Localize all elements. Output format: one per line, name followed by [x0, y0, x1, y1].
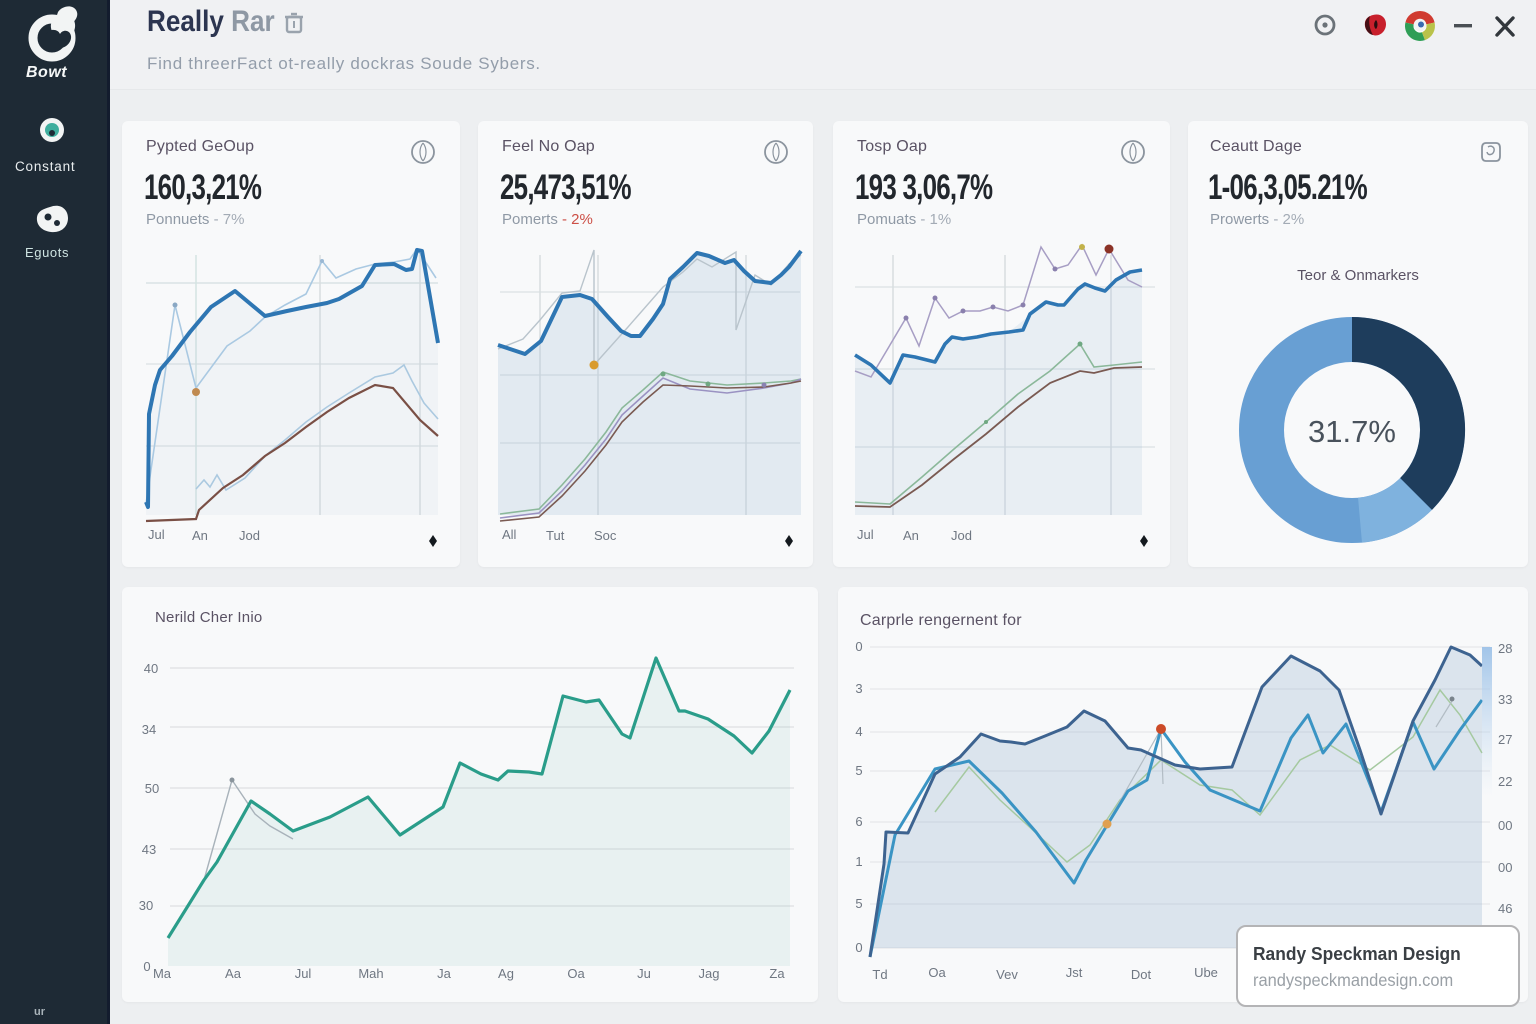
svg-text:3: 3	[855, 681, 862, 696]
svg-text:All: All	[502, 527, 517, 542]
svg-text:Ja: Ja	[437, 966, 452, 981]
svg-text:22: 22	[1498, 774, 1512, 789]
svg-text:Ju: Ju	[637, 966, 651, 981]
svg-text:Bowt: Bowt	[26, 64, 67, 81]
svg-text:6: 6	[855, 814, 862, 829]
svg-text:1: 1	[855, 854, 862, 869]
svg-text:An: An	[903, 528, 919, 543]
svg-text:Jul: Jul	[857, 527, 874, 542]
svg-text:50: 50	[145, 781, 159, 796]
svg-text:Dot: Dot	[1131, 967, 1152, 982]
svg-text:5: 5	[855, 896, 862, 911]
svg-text:Za: Za	[769, 966, 785, 981]
svg-text:0: 0	[855, 940, 862, 955]
svg-text:00: 00	[1498, 860, 1512, 875]
svg-text:Constant: Constant	[15, 159, 75, 174]
svg-text:Aa: Aa	[225, 966, 242, 981]
svg-text:46: 46	[1498, 901, 1512, 916]
svg-text:Mah: Mah	[358, 966, 383, 981]
svg-text:Ube: Ube	[1194, 965, 1218, 980]
svg-text:34: 34	[142, 722, 156, 737]
svg-text:40: 40	[144, 661, 158, 676]
svg-text:Jag: Jag	[699, 966, 720, 981]
svg-text:30: 30	[139, 898, 153, 913]
svg-text:Soc: Soc	[594, 528, 617, 543]
svg-text:5: 5	[855, 763, 862, 778]
svg-text:43: 43	[142, 842, 156, 857]
svg-text:Jul: Jul	[148, 527, 165, 542]
svg-text:Ag: Ag	[498, 966, 514, 981]
svg-text:Td: Td	[872, 967, 887, 982]
svg-text:Eguots: Eguots	[25, 245, 69, 260]
svg-text:0: 0	[143, 959, 150, 974]
svg-text:4: 4	[855, 724, 862, 739]
svg-text:Oa: Oa	[928, 965, 946, 980]
svg-text:Jul: Jul	[295, 966, 312, 981]
svg-text:Tut: Tut	[546, 528, 565, 543]
svg-text:31.7%: 31.7%	[1308, 414, 1396, 449]
svg-text:Jod: Jod	[239, 528, 260, 543]
svg-text:27: 27	[1498, 732, 1512, 747]
svg-text:Vev: Vev	[996, 967, 1018, 982]
svg-text:Ma: Ma	[153, 966, 172, 981]
svg-text:An: An	[192, 528, 208, 543]
svg-text:Jod: Jod	[951, 528, 972, 543]
svg-text:28: 28	[1498, 641, 1512, 656]
svg-text:00: 00	[1498, 818, 1512, 833]
svg-text:0: 0	[855, 639, 862, 654]
svg-text:Jst: Jst	[1066, 965, 1083, 980]
svg-text:Oa: Oa	[567, 966, 585, 981]
svg-text:33: 33	[1498, 692, 1512, 707]
